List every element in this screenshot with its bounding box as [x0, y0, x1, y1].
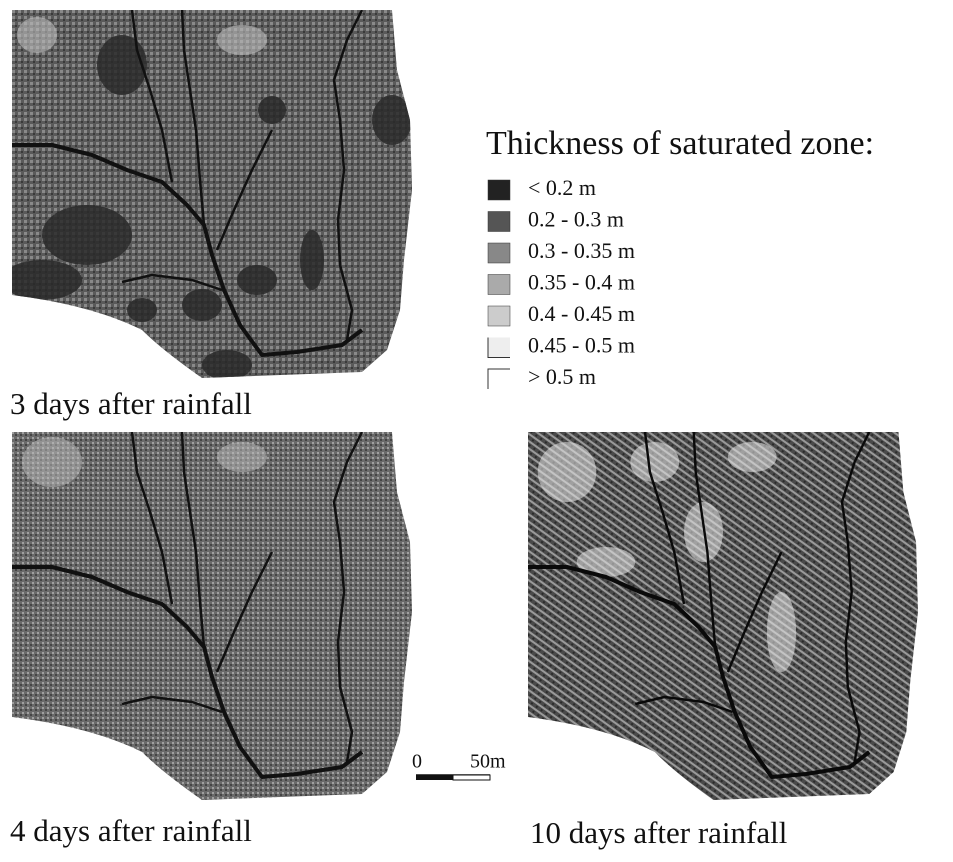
legend-label: 0.35 - 0.4 m: [528, 270, 635, 295]
legend-label: 0.2 - 0.3 m: [528, 207, 624, 232]
scale-segment: [453, 775, 490, 780]
legend-label: 0.4 - 0.45 m: [528, 301, 635, 326]
map-panel: [2, 10, 422, 380]
legend-label: < 0.2 m: [528, 175, 596, 200]
scale-end: 50m: [470, 751, 506, 773]
legend-swatch: [488, 243, 510, 263]
legend-swatch: [488, 338, 510, 358]
panel-caption: 4 days after rainfall: [10, 813, 252, 848]
legend-title: Thickness of saturated zone:: [486, 125, 874, 162]
figure: Thickness of saturated zone: 0 50m 3 day…: [0, 0, 953, 862]
map-panel: [12, 432, 422, 802]
legend-label: 0.45 - 0.5 m: [528, 333, 635, 358]
legend-swatch: [488, 180, 510, 200]
legend-label: > 0.5 m: [528, 364, 596, 389]
legend-swatch: [488, 369, 510, 389]
legend-swatch: [488, 275, 510, 295]
legend-swatch: [488, 306, 510, 326]
scale-bar: 0 50m: [412, 751, 506, 780]
legend-label: 0.3 - 0.35 m: [528, 238, 635, 263]
scale-segment: [416, 775, 453, 780]
panel-caption: 3 days after rainfall: [10, 386, 252, 421]
map-panel: [528, 432, 928, 802]
scale-start: 0: [412, 751, 422, 773]
panel-caption: 10 days after rainfall: [530, 815, 787, 850]
legend-swatch: [488, 212, 510, 232]
